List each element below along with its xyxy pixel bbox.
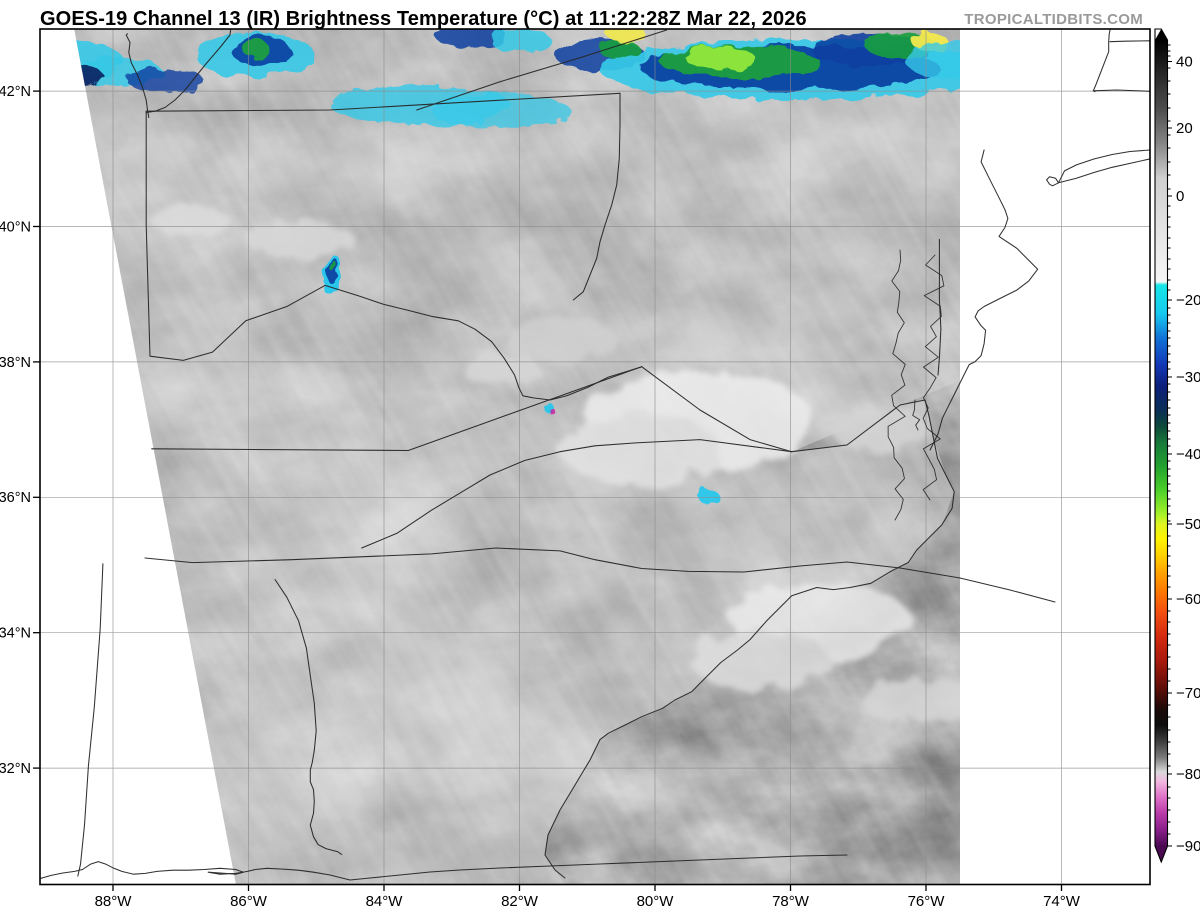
svg-text:82°W: 82°W [501, 893, 539, 906]
svg-text:−30: −30 [1176, 369, 1200, 386]
svg-text:32°N: 32°N [0, 761, 31, 777]
svg-text:−60: −60 [1176, 591, 1200, 608]
svg-text:40°N: 40°N [0, 219, 31, 235]
svg-text:40: 40 [1176, 54, 1193, 71]
svg-text:20: 20 [1176, 120, 1193, 137]
svg-text:88°W: 88°W [95, 893, 133, 906]
svg-text:38°N: 38°N [0, 355, 31, 371]
svg-text:−20: −20 [1176, 292, 1200, 309]
svg-text:78°W: 78°W [772, 893, 810, 906]
svg-text:34°N: 34°N [0, 626, 31, 642]
svg-text:42°N: 42°N [0, 84, 31, 100]
svg-text:−40: −40 [1176, 446, 1200, 463]
svg-text:80°W: 80°W [637, 893, 675, 906]
svg-text:86°W: 86°W [230, 893, 268, 906]
svg-text:−90: −90 [1176, 838, 1200, 855]
svg-text:36°N: 36°N [0, 490, 31, 506]
svg-text:0: 0 [1176, 188, 1184, 205]
svg-text:−50: −50 [1176, 516, 1200, 533]
svg-text:74°W: 74°W [1043, 893, 1081, 906]
svg-text:84°W: 84°W [366, 893, 404, 906]
svg-text:76°W: 76°W [908, 893, 946, 906]
svg-text:−80: −80 [1176, 766, 1200, 783]
svg-text:−70: −70 [1176, 685, 1200, 702]
